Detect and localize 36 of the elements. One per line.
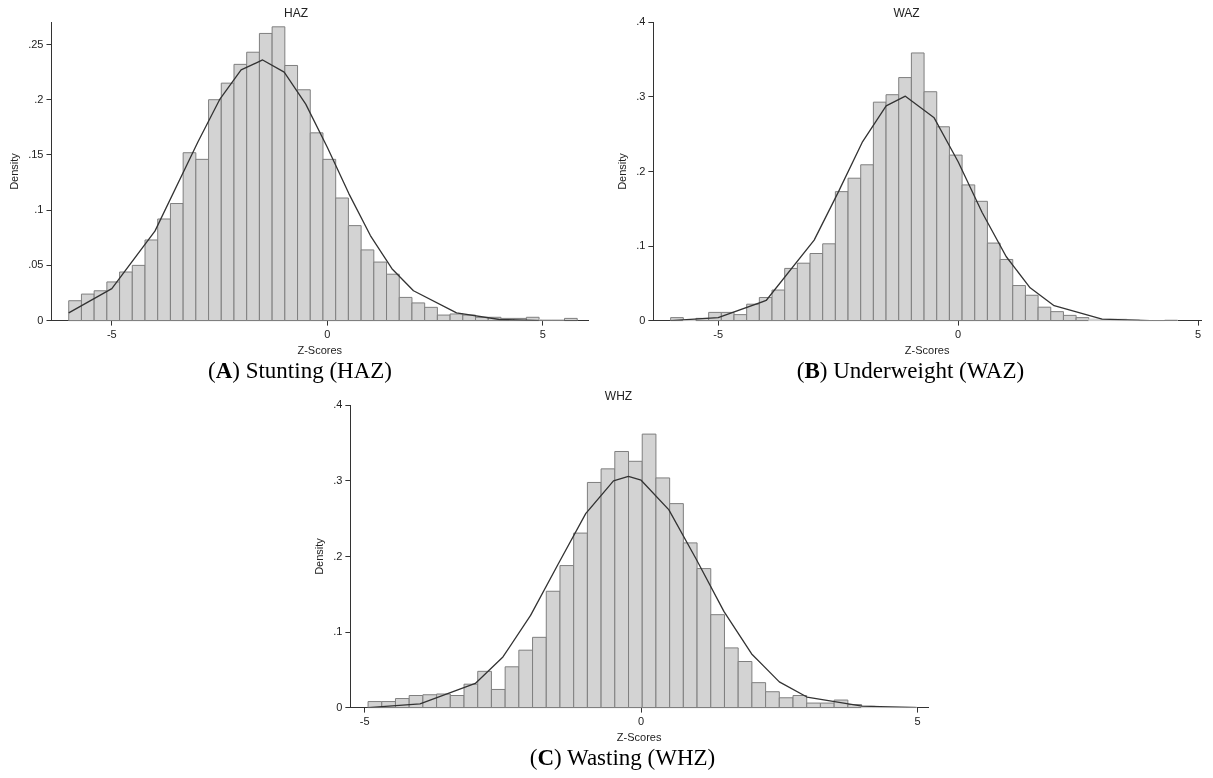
y-tick-label: .1 — [333, 625, 343, 638]
y-tick-label: 0 — [336, 700, 343, 713]
x-tick-label: 0 — [324, 328, 331, 341]
x-tick-label: 5 — [1195, 328, 1202, 341]
y-axis-title: Density — [615, 152, 628, 190]
y-tick-label: .2 — [636, 164, 646, 177]
x-tick-label: -5 — [713, 328, 724, 341]
y-tick-label: .25 — [28, 37, 44, 50]
y-tick-label: .3 — [333, 473, 343, 486]
text: (C) Wasting (WHZ) — [528, 745, 717, 771]
x-axis-title: Z-Scores — [297, 344, 343, 357]
x-tick-label: -5 — [359, 715, 370, 728]
y-tick-label: .15 — [28, 147, 44, 160]
x-axis-title: Z-Scores — [616, 731, 662, 744]
x-tick-label: 0 — [955, 328, 962, 341]
text: (B) Underweight (WAZ) — [795, 358, 1026, 384]
y-axis-title: Density — [7, 152, 20, 190]
chart-title: WHZ — [604, 388, 633, 403]
y-axis-title: Density — [312, 537, 325, 575]
x-tick-label: 5 — [914, 715, 921, 728]
y-tick-label: 0 — [37, 313, 44, 326]
y-tick-label: .2 — [333, 549, 343, 562]
x-tick-label: -5 — [106, 328, 117, 341]
y-tick-label: 0 — [639, 313, 646, 326]
y-tick-label: .3 — [636, 89, 646, 102]
y-tick-label: .1 — [34, 203, 44, 216]
y-tick-label: .05 — [28, 258, 44, 271]
y-tick-label: .2 — [34, 92, 44, 105]
y-tick-label: .4 — [636, 15, 646, 28]
text: (A) Stunting (HAZ) — [207, 358, 393, 384]
y-tick-label: .1 — [636, 239, 646, 252]
x-axis-title: Z-Scores — [904, 344, 950, 357]
y-tick-label: .4 — [333, 398, 343, 411]
chart-title: WAZ — [893, 5, 920, 20]
chart-title: HAZ — [284, 5, 308, 20]
x-tick-label: 5 — [539, 328, 546, 341]
